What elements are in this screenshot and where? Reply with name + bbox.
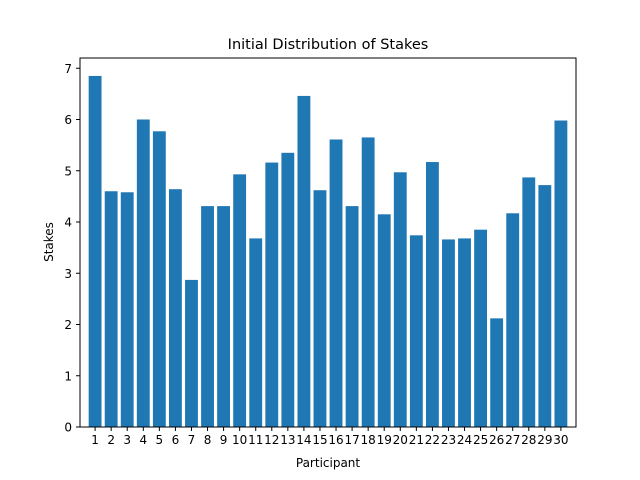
bar-participant-8	[201, 206, 214, 427]
y-axis: 0 1 2 3 4 5 6 7	[64, 62, 80, 435]
y-tick-label: 0	[64, 421, 72, 435]
bar-participant-2	[104, 191, 118, 427]
x-tick-label: 28	[521, 433, 536, 447]
x-tick-label: 13	[280, 433, 295, 447]
bar-participant-12	[265, 162, 279, 428]
bar-participant-9	[217, 206, 231, 427]
y-tick-label: 2	[64, 318, 72, 332]
bar-participant-16	[329, 139, 343, 428]
x-tick-label: 30	[553, 433, 568, 447]
y-tick-label: 7	[64, 62, 72, 76]
x-tick-label: 11	[248, 433, 263, 447]
bar-participant-19	[377, 214, 391, 427]
bar-participant-28	[522, 177, 536, 427]
x-tick-label: 4	[139, 433, 147, 447]
bar-participant-11	[249, 238, 263, 427]
x-tick-label: 24	[457, 433, 472, 447]
plot-frame	[79, 57, 577, 428]
bar-participant-21	[409, 235, 423, 427]
x-tick-label: 2	[107, 433, 115, 447]
x-tick-label: 15	[312, 433, 327, 447]
bar-participant-25	[474, 229, 488, 427]
x-tick-label: 23	[441, 433, 456, 447]
x-tick-label: 21	[409, 433, 424, 447]
x-tick-label: 8	[204, 433, 212, 447]
x-tick-label: 7	[188, 433, 196, 447]
x-tick-label: 16	[328, 433, 343, 447]
y-tick-label: 3	[64, 267, 72, 281]
x-tick-label: 27	[505, 433, 520, 447]
x-axis: 1 2 3 4 5 6 7 8 9 10 11 12 13 14 15 16 17 18 19 20 21 22 23 24 2…	[91, 427, 569, 447]
bar-participant-7	[185, 279, 198, 427]
x-tick-label: 10	[232, 433, 247, 447]
bar-participant-18	[361, 137, 375, 427]
bar-participant-13	[281, 152, 295, 427]
x-tick-label: 20	[393, 433, 408, 447]
x-tick-label: 1	[91, 433, 99, 447]
bar-participant-29	[538, 185, 552, 427]
bar-participant-23	[442, 239, 455, 427]
y-tick-label: 6	[64, 113, 72, 127]
x-tick-label: 22	[425, 433, 440, 447]
x-axis-label: Participant	[296, 456, 361, 470]
x-tick-label: 14	[296, 433, 311, 447]
bar-participant-17	[345, 206, 359, 427]
bar-participant-1	[88, 75, 102, 427]
bars-group	[88, 75, 568, 428]
bar-participant-4	[136, 119, 150, 427]
bar-participant-24	[458, 238, 471, 427]
x-tick-label: 17	[344, 433, 359, 447]
x-tick-label: 3	[123, 433, 131, 447]
bar-participant-5	[152, 131, 166, 428]
bar-participant-22	[425, 162, 439, 428]
x-tick-label: 19	[377, 433, 392, 447]
x-tick-label: 6	[172, 433, 180, 447]
y-tick-label: 4	[64, 216, 72, 230]
bar-participant-27	[506, 213, 520, 427]
x-tick-label: 25	[473, 433, 488, 447]
x-tick-label: 9	[220, 433, 228, 447]
x-tick-label: 5	[156, 433, 164, 447]
bar-participant-10	[233, 174, 247, 427]
x-tick-label: 29	[537, 433, 552, 447]
chart-title: Initial Distribution of Stakes	[228, 37, 429, 53]
x-tick-label: 18	[361, 433, 376, 447]
y-axis-label: Stakes	[42, 222, 56, 262]
bar-participant-30	[554, 120, 568, 428]
bar-participant-3	[120, 192, 134, 427]
bar-participant-6	[168, 189, 182, 427]
bar-participant-15	[313, 190, 327, 427]
x-tick-label: 26	[489, 433, 504, 447]
y-tick-label: 5	[64, 164, 72, 178]
x-tick-label: 12	[264, 433, 279, 447]
bar-participant-20	[393, 172, 407, 427]
y-tick-label: 1	[64, 369, 72, 383]
bar-participant-26	[490, 318, 504, 427]
bar-participant-14	[297, 95, 311, 428]
